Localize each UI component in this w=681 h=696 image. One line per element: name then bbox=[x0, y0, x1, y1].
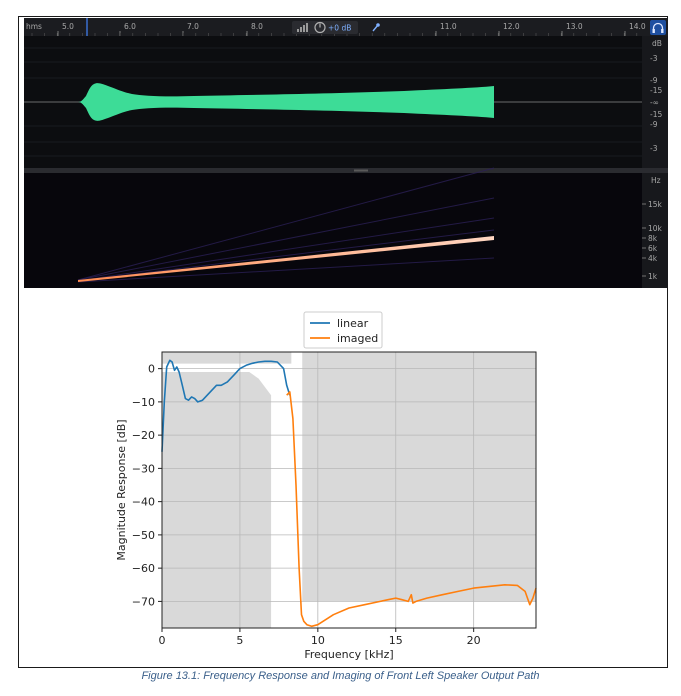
audio-editor-canvas: hms 5.0 6.0 7.0 8.0 11.0 12.0 13.0 14.0 +0 dB bbox=[24, 18, 668, 288]
freq-scale-label: 6k bbox=[648, 244, 658, 253]
view-splitter[interactable] bbox=[24, 168, 668, 173]
db-scale-title: dB bbox=[652, 39, 662, 48]
frequency-response-plot: 0 5 10 15 20 0 −10 −20 −30 −40 −50 −60 −70 Frequency … bbox=[115, 311, 537, 661]
y-tick-label: −70 bbox=[132, 595, 155, 608]
freq-scale-label: 15k bbox=[648, 200, 663, 209]
series-line-linear bbox=[161, 359, 291, 452]
axes-frame bbox=[161, 351, 537, 629]
time-tick-label: 8.0 bbox=[251, 22, 263, 31]
legend: linear imaged bbox=[303, 311, 383, 349]
passband-mask bbox=[162, 371, 272, 628]
y-tick-label: −40 bbox=[132, 496, 155, 509]
x-tick-label: 15 bbox=[389, 634, 403, 647]
freq-scale-title: Hz bbox=[651, 176, 661, 185]
x-axis-label: Frequency [kHz] bbox=[304, 648, 393, 661]
y-tick-label: −60 bbox=[132, 562, 155, 575]
freq-scale-label: 10k bbox=[648, 224, 663, 233]
time-tick-label: 7.0 bbox=[187, 22, 199, 31]
waveform bbox=[78, 83, 494, 121]
db-scale-label: -∞ bbox=[650, 98, 659, 107]
figure-caption: Figure 13.1: Frequency Response and Imag… bbox=[141, 670, 540, 682]
passband-upper-mask bbox=[162, 352, 292, 364]
db-scale-label: -3 bbox=[650, 54, 658, 63]
time-tick-label: 12.0 bbox=[503, 22, 520, 31]
frequency-sweep bbox=[78, 236, 494, 282]
db-scale-label: -9 bbox=[650, 120, 658, 129]
db-scale-label: -15 bbox=[650, 110, 662, 119]
db-scale-label: -9 bbox=[650, 76, 658, 85]
freq-scale-label: 1k bbox=[648, 272, 658, 281]
y-tick-label: −50 bbox=[132, 529, 155, 542]
time-tick-label: 13.0 bbox=[566, 22, 583, 31]
y-tick-label: −30 bbox=[132, 462, 155, 475]
time-tick-label: 14.0 bbox=[629, 22, 646, 31]
time-tick-label: 5.0 bbox=[62, 22, 74, 31]
x-tick-label: 5 bbox=[236, 634, 243, 647]
spectral-area[interactable] bbox=[24, 173, 642, 288]
harmonic-trace bbox=[77, 257, 495, 283]
legend-label: linear bbox=[337, 317, 369, 330]
freq-scale-label: 8k bbox=[648, 234, 658, 243]
audio-editor-panel: hms 5.0 6.0 7.0 8.0 11.0 12.0 13.0 14.0 +0 dB bbox=[24, 18, 668, 288]
y-tick-label: −10 bbox=[132, 396, 155, 409]
series-line-imaged bbox=[286, 391, 537, 628]
x-tick-label: 10 bbox=[311, 634, 325, 647]
ruler-unit-label: hms bbox=[26, 22, 42, 31]
harmonic-trace bbox=[77, 217, 495, 282]
gain-knob-icon[interactable] bbox=[314, 21, 326, 34]
db-scale bbox=[642, 36, 668, 168]
db-scale-label: -15 bbox=[650, 86, 662, 95]
time-tick-label: 6.0 bbox=[124, 22, 136, 31]
time-tick-label: 11.0 bbox=[440, 22, 457, 31]
harmonic-trace bbox=[77, 197, 495, 281]
frequency-scale bbox=[642, 173, 668, 288]
gain-readout: +0 dB bbox=[328, 24, 351, 33]
y-axis-label: Magnitude Response [dB] bbox=[115, 419, 128, 560]
db-scale-label: -3 bbox=[650, 144, 658, 153]
legend-label: imaged bbox=[337, 332, 378, 345]
y-tick-label: −20 bbox=[132, 429, 155, 442]
x-tick-label: 20 bbox=[467, 634, 481, 647]
harmonic-trace bbox=[77, 167, 495, 281]
freq-scale-label: 4k bbox=[648, 254, 658, 263]
x-tick-label: 0 bbox=[159, 634, 166, 647]
meter-icon[interactable] bbox=[297, 23, 308, 32]
stopband-mask bbox=[302, 352, 536, 602]
harmonic-trace bbox=[77, 229, 495, 282]
y-tick-label: 0 bbox=[148, 363, 155, 376]
pin-icon[interactable] bbox=[372, 23, 380, 32]
